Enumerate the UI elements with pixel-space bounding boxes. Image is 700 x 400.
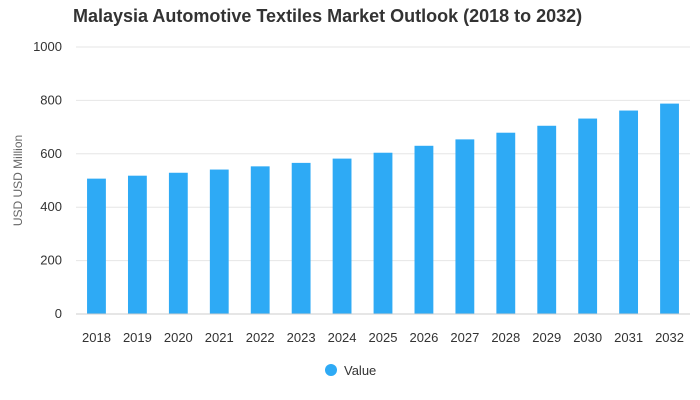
x-tick-label: 2026 <box>409 330 438 345</box>
bar-2029[interactable] <box>537 125 557 314</box>
y-tick-label: 200 <box>40 253 62 268</box>
y-tick-label: 600 <box>40 146 62 161</box>
y-tick-label: 800 <box>40 92 62 107</box>
bar-2018[interactable] <box>87 178 106 314</box>
bar-2031[interactable] <box>619 110 639 315</box>
bar-2032[interactable] <box>660 103 679 314</box>
bar-2022[interactable] <box>250 166 270 314</box>
x-tick-label: 2024 <box>328 330 357 345</box>
legend-marker-value <box>325 364 337 376</box>
x-tick-label: 2028 <box>491 330 520 345</box>
legend-label-value: Value <box>344 363 376 378</box>
x-tick-label: 2031 <box>614 330 643 345</box>
x-tick-label: 2022 <box>246 330 275 345</box>
bar-2025[interactable] <box>373 152 393 314</box>
bars <box>87 103 679 315</box>
legend[interactable]: Value <box>325 363 376 378</box>
x-tick-label: 2019 <box>123 330 152 345</box>
x-tick-label: 2021 <box>205 330 234 345</box>
x-axis-ticks: 2018 2019 2020 2021 2022 2023 2024 2025 2026 2027… <box>82 330 684 345</box>
y-tick-label: 0 <box>55 306 62 321</box>
x-tick-label: 2027 <box>450 330 479 345</box>
x-tick-label: 2018 <box>82 330 111 345</box>
y-tick-label: 400 <box>40 199 62 214</box>
bar-2021[interactable] <box>209 169 229 314</box>
bar-2024[interactable] <box>332 158 352 314</box>
bar-2019[interactable] <box>127 175 147 314</box>
y-tick-label: 1000 <box>33 39 62 54</box>
bar-2028[interactable] <box>496 132 516 314</box>
bar-2020[interactable] <box>168 172 188 314</box>
bar-2023[interactable] <box>291 162 311 314</box>
x-tick-label: 2032 <box>655 330 684 345</box>
x-tick-label: 2030 <box>573 330 602 345</box>
x-tick-label: 2025 <box>369 330 398 345</box>
x-tick-label: 2029 <box>532 330 561 345</box>
chart-title: Malaysia Automotive Textiles Market Outl… <box>73 6 583 26</box>
x-tick-label: 2020 <box>164 330 193 345</box>
x-tick-label: 2023 <box>287 330 316 345</box>
y-axis-label: USD USD Million <box>11 135 25 226</box>
y-axis-ticks: 0 200 400 600 800 1000 <box>33 39 62 321</box>
bar-2026[interactable] <box>414 145 434 314</box>
bar-2027[interactable] <box>455 139 475 314</box>
bar-2030[interactable] <box>578 118 598 314</box>
